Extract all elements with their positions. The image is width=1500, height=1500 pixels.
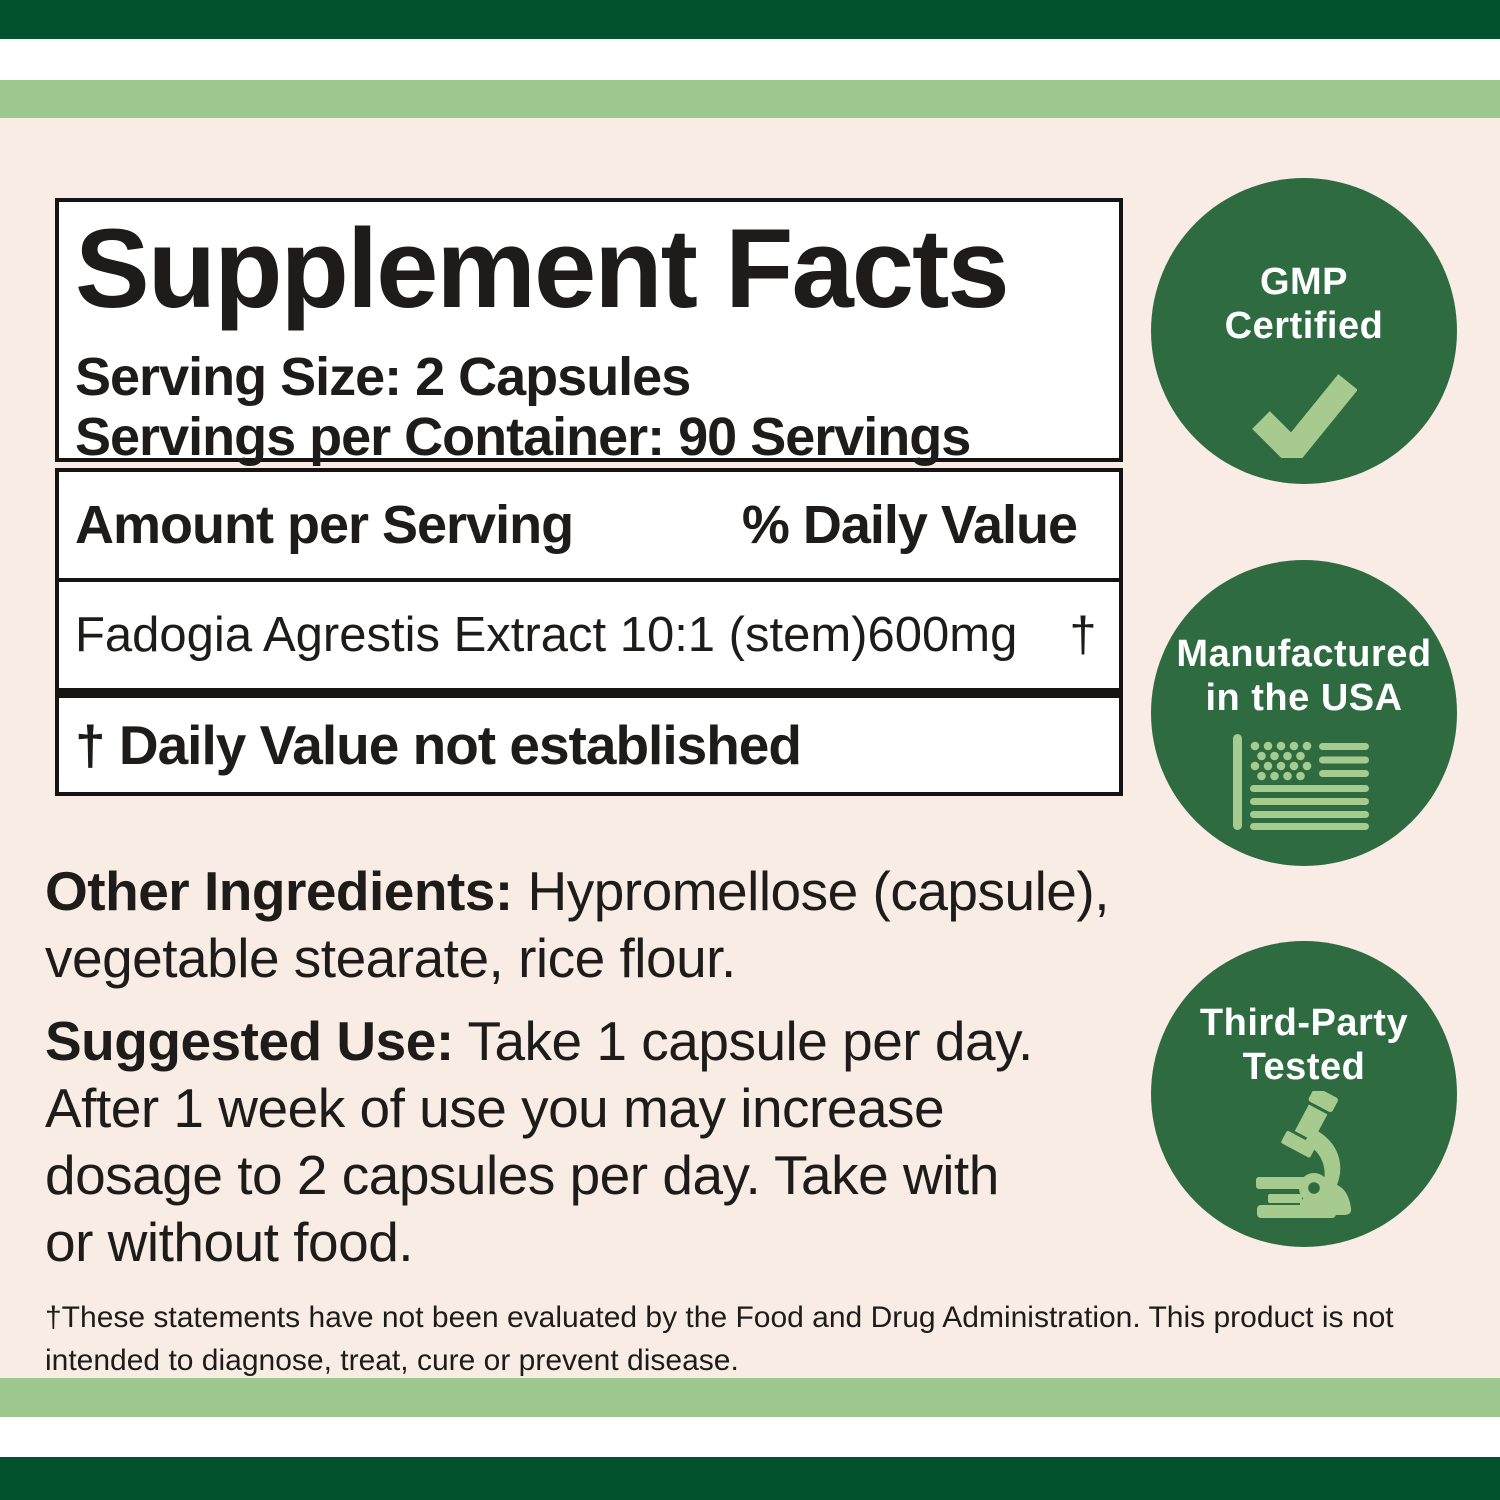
servings-per-container: Servings per Container: 90 Servings <box>75 407 971 467</box>
usa-badge-line-2: in the USA <box>1205 677 1403 719</box>
serving-size: Serving Size: 2 Capsules <box>75 347 691 407</box>
usa-flag-icon <box>1233 734 1369 830</box>
manufactured-usa-badge: Manufactured in the USA <box>1151 560 1457 866</box>
bottom-stripe-dark-green <box>0 1457 1500 1500</box>
other-ingredients-text: Hypromellose (capsule), <box>512 860 1109 922</box>
other-ingredients-line-2: vegetable stearate, rice flour. <box>45 927 736 989</box>
suggested-use-line-1: Suggested Use: Take 1 capsule per day. <box>45 1008 1033 1075</box>
fda-disclaimer: †These statements have not been evaluate… <box>45 1296 1394 1382</box>
supplement-facts-title: Supplement Facts <box>75 206 1010 331</box>
ingredient-name: Fadogia Agrestis Extract 10:1 (stem) <box>75 608 868 662</box>
other-ingredients-line-1: Other Ingredients: Hypromellose (capsule… <box>45 858 1110 925</box>
daily-value-header: % Daily Value <box>741 495 1078 555</box>
daily-value-note-row: † Daily Value not established <box>59 698 1119 792</box>
ingredient-amount: 600mg <box>867 608 1018 662</box>
thick-divider-bar <box>59 688 1119 698</box>
supplement-facts-table-box: Amount per Serving % Daily Value Fadogia… <box>55 468 1123 796</box>
top-stripe-light-green <box>0 80 1500 118</box>
top-stripe-white <box>0 39 1500 80</box>
suggested-use-text: Take 1 capsule per day. <box>453 1010 1033 1072</box>
microscope-icon <box>1256 1091 1352 1218</box>
bottom-stripe-light-green <box>0 1378 1500 1417</box>
supplement-facts-header-box: Supplement Facts Serving Size: 2 Capsule… <box>55 198 1123 467</box>
ingredient-daily-value-symbol: † <box>1069 608 1097 662</box>
suggested-use-line-4: or without food. <box>45 1211 414 1273</box>
daily-value-note: † Daily Value not established <box>75 714 802 776</box>
usa-badge-line-1: Manufactured <box>1176 633 1432 675</box>
amount-per-serving-header: Amount per Serving <box>75 495 574 555</box>
tested-badge-line-1: Third-Party <box>1199 1002 1409 1044</box>
checkmark-icon <box>1252 374 1357 458</box>
suggested-use-line-2: After 1 week of use you may increase <box>45 1077 945 1139</box>
tested-badge-line-2: Tested <box>1242 1046 1366 1088</box>
gmp-certified-badge: GMP Certified <box>1151 178 1457 484</box>
other-ingredients-label: Other Ingredients: <box>45 860 513 922</box>
suggested-use-section: Suggested Use: Take 1 capsule per day. A… <box>45 1008 1033 1276</box>
suggested-use-line-3: dosage to 2 capsules per day. Take with <box>45 1144 999 1206</box>
facts-header-row: Amount per Serving % Daily Value <box>59 472 1119 582</box>
top-stripe-dark-green <box>0 0 1500 39</box>
disclaimer-line-1: †These statements have not been evaluate… <box>45 1301 1394 1334</box>
gmp-badge-line-1: GMP <box>1259 261 1349 303</box>
disclaimer-line-2: intended to diagnose, treat, cure or pre… <box>45 1344 739 1377</box>
bottom-stripe-white <box>0 1417 1500 1457</box>
third-party-tested-badge: Third-Party Tested <box>1151 941 1457 1247</box>
suggested-use-label: Suggested Use: <box>45 1010 454 1072</box>
other-ingredients-section: Other Ingredients: Hypromellose (capsule… <box>45 858 1110 992</box>
gmp-badge-line-2: Certified <box>1224 305 1384 347</box>
ingredient-row: Fadogia Agrestis Extract 10:1 (stem) 600… <box>59 582 1119 688</box>
